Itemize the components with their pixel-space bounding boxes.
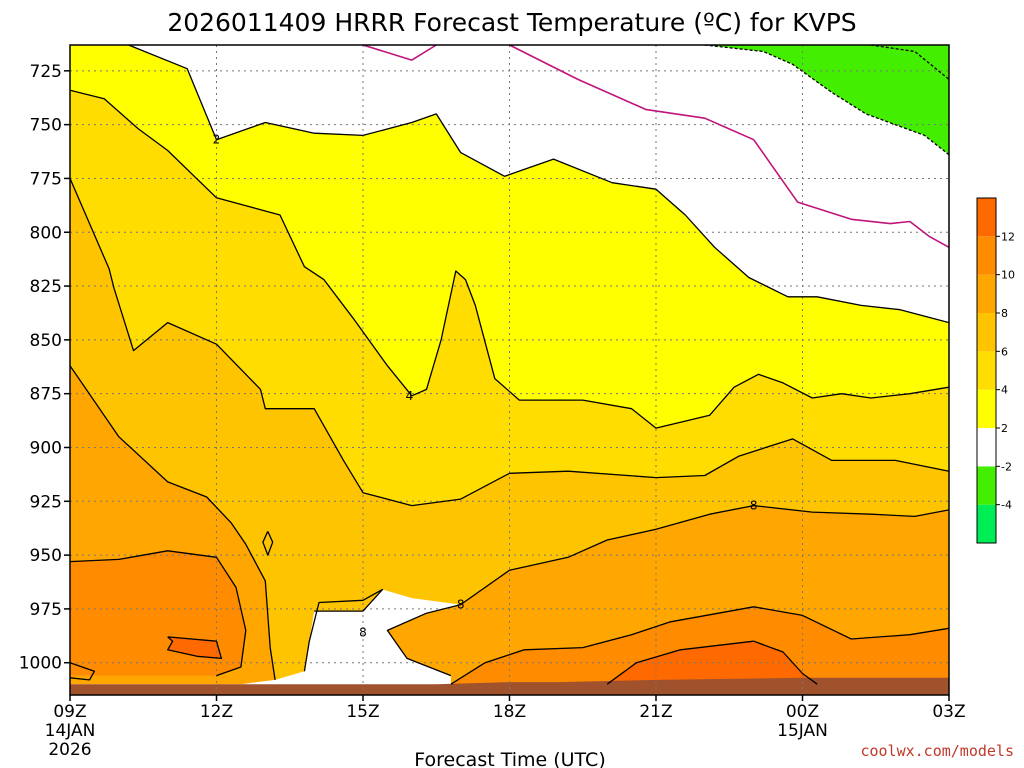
isoline-12-corner	[69, 662, 96, 681]
colorbar-label: -2	[1001, 460, 1012, 473]
isoline-magenta-freezing	[362, 44, 437, 61]
y-tick-label: 1000	[19, 654, 62, 674]
colorbar-swatch	[977, 389, 996, 428]
isoline-8-right	[386, 504, 950, 677]
colorbar-label: 4	[1001, 384, 1008, 397]
x-tick-label: 12Z	[200, 702, 233, 722]
x-tick-label: 09Z	[53, 702, 86, 722]
colorbar-swatch	[977, 466, 996, 505]
contour-label: 8	[359, 626, 367, 640]
colorbar: -4 -2 2 4 6 8 10 12	[976, 197, 1015, 544]
colorbar-label: -4	[1001, 499, 1012, 512]
isoline-12-left	[167, 636, 223, 660]
isoline-minus2	[704, 44, 950, 156]
isoline-4	[69, 89, 950, 429]
isoline-magenta-freezing-2	[509, 44, 950, 249]
y-tick-label: 725	[30, 62, 62, 82]
y-tick-label: 825	[30, 277, 62, 297]
colorbar-swatch	[977, 351, 996, 390]
surface-fill	[70, 677, 949, 695]
band-2-4	[70, 45, 949, 429]
isoline-10-left	[69, 550, 247, 677]
contour-label: 4	[406, 389, 414, 403]
colorbar-frame	[976, 197, 997, 544]
y-tick-label: 975	[30, 600, 62, 620]
isoline-8-sliver	[262, 531, 274, 556]
plot-area: 2 4 8 8 8	[69, 44, 950, 696]
isoline-8-island	[303, 588, 384, 672]
band-6-8	[70, 178, 949, 680]
x-tick-date: 14JAN	[45, 721, 96, 741]
colorbar-swatch	[977, 236, 996, 275]
colorbar-swatch	[977, 198, 996, 237]
credit-link[interactable]: coolwx.com/models	[860, 742, 1014, 760]
y-tick-label: 875	[30, 385, 62, 405]
y-tick-label: 775	[30, 169, 62, 189]
colorbar-swatch	[977, 313, 996, 352]
y-tick-label: 850	[30, 331, 62, 351]
band-12plus-left	[167, 636, 222, 659]
y-tick-label: 750	[30, 116, 62, 136]
colorbar-label: 12	[1001, 230, 1015, 243]
colorbar-label: 8	[1001, 307, 1008, 320]
surface-ground	[70, 677, 949, 695]
chart-title: 2026011409 HRRR Forecast Temperature (ºC…	[167, 8, 856, 37]
y-tick-label: 950	[30, 546, 62, 566]
x-tick-label: 15Z	[346, 702, 379, 722]
isoline-12-right	[606, 640, 818, 685]
colorbar-label: 6	[1001, 345, 1008, 358]
x-tick-label: 03Z	[932, 702, 965, 722]
x-tick-date: 15JAN	[777, 721, 828, 741]
temperature-bands	[70, 45, 949, 685]
isoline-2	[128, 44, 950, 324]
contour-labels: 2 4 8 8 8	[213, 133, 758, 640]
colorbar-swatch	[977, 428, 996, 467]
x-tick-label: 00Z	[786, 702, 819, 722]
band-4-6	[70, 90, 949, 506]
contour-label: 8	[750, 499, 758, 513]
x-tick-label: 21Z	[639, 702, 672, 722]
band-minus2	[704, 45, 949, 155]
y-tick-label: 900	[30, 438, 62, 458]
contour-label: 8	[457, 598, 465, 612]
y-tick-label: 925	[30, 492, 62, 512]
isoline-10-right	[450, 606, 950, 685]
y-tick-label: 800	[30, 223, 62, 243]
colorbar-label: 10	[1001, 269, 1015, 282]
colorbar-swatch	[977, 504, 996, 543]
isoline-6	[69, 178, 950, 507]
colorbar-swatch	[977, 274, 996, 313]
isoline-8-left	[69, 365, 276, 680]
x-axis-label: Forecast Time (UTC)	[414, 749, 605, 768]
colorbar-label: 2	[1001, 422, 1008, 435]
contour-label: 2	[213, 133, 221, 147]
x-tick-year: 2026	[48, 740, 91, 760]
y-axis: 725 750 775 800 825 850 875 900 925 950 975 1000	[19, 62, 70, 674]
isolines	[69, 44, 950, 685]
x-tick-label: 18Z	[493, 702, 526, 722]
